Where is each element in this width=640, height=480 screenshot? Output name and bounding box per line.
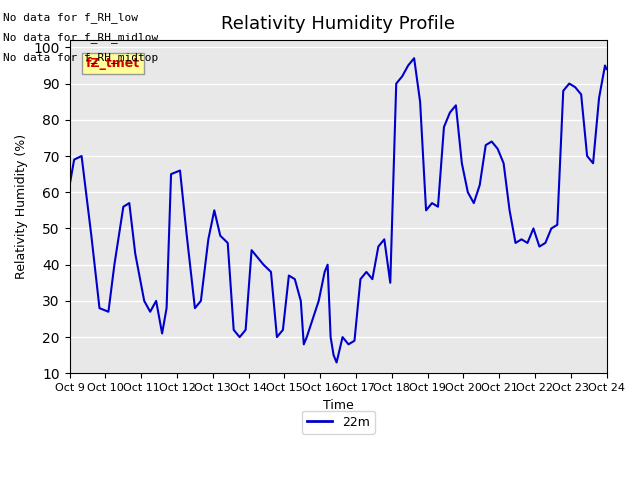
Text: No data for f_RH_midtop: No data for f_RH_midtop (3, 52, 159, 63)
Text: No data for f_RH_low: No data for f_RH_low (3, 12, 138, 23)
Text: fZ_tmet: fZ_tmet (86, 57, 140, 70)
Legend: 22m: 22m (301, 411, 374, 434)
X-axis label: Time: Time (323, 398, 353, 412)
Text: No data for f_RH_midlow: No data for f_RH_midlow (3, 32, 159, 43)
Title: Relativity Humidity Profile: Relativity Humidity Profile (221, 15, 455, 33)
Y-axis label: Relativity Humidity (%): Relativity Humidity (%) (15, 134, 28, 279)
